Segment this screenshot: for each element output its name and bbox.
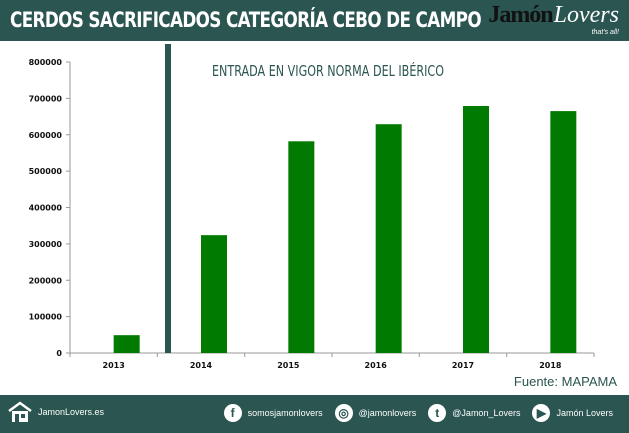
y-tick-label: 400000	[29, 204, 63, 213]
annotation-text: ENTRADA EN VIGOR NORMA DEL IBÉRICO	[212, 61, 444, 80]
website-link[interactable]: JamonLovers.es	[8, 401, 104, 423]
x-tick-label: 2016	[365, 361, 388, 370]
x-tick-label: 2014	[190, 361, 213, 370]
source-note: Fuente: MAPAMA	[513, 374, 617, 389]
website-label: JamonLovers.es	[38, 407, 105, 417]
y-tick-label: 500000	[29, 167, 63, 176]
bar-2017	[463, 106, 489, 353]
header-bar: CERDOS SACRIFICADOS CATEGORÍA CEBO DE CA…	[0, 0, 629, 41]
chart-title: CERDOS SACRIFICADOS CATEGORÍA CEBO DE CA…	[10, 8, 482, 32]
y-tick-label: 0	[56, 349, 62, 358]
youtube-label: Jamón Lovers	[556, 408, 613, 418]
bar-2018	[550, 111, 577, 353]
y-tick-label: 300000	[29, 240, 63, 249]
footer-bar: JamonLovers.es f somosjamonlovers ◎ @jam…	[0, 395, 629, 433]
logo-main: Jamón	[488, 2, 553, 28]
x-tick-label: 2013	[103, 361, 125, 370]
twitter-label: @Jamon_Lovers	[452, 408, 521, 418]
logo-tagline: that's all!	[591, 29, 619, 36]
y-tick-label: 200000	[29, 276, 63, 285]
twitter-link[interactable]: t @Jamon_Lovers	[428, 404, 520, 422]
logo-wordmark: Jamón Lovers	[488, 2, 619, 28]
instagram-link[interactable]: ◎ @jamonlovers	[334, 404, 417, 422]
policy-change-marker	[165, 44, 171, 353]
y-tick-label: 600000	[29, 131, 63, 140]
jamonlovers-logo: Jamón Lovers that's all!	[488, 2, 619, 37]
instagram-label: @jamonlovers	[358, 408, 417, 418]
bar-chart: 0 100000 200000 300000 400000 500000 600000 700…	[29, 44, 595, 370]
x-tick-label: 2015	[277, 361, 300, 370]
bar-2013	[113, 335, 140, 353]
youtube-icon: ▶	[532, 404, 551, 422]
x-tick-label: 2018	[539, 361, 562, 370]
home-icon	[8, 401, 32, 422]
bar-2014	[201, 235, 227, 353]
twitter-icon: t	[428, 404, 447, 422]
facebook-link[interactable]: f somosjamonlovers	[223, 404, 323, 422]
logo-accent: Lovers	[553, 2, 619, 28]
youtube-link[interactable]: ▶ Jamón Lovers	[532, 404, 613, 422]
y-tick-label: 800000	[29, 58, 63, 67]
instagram-icon: ◎	[334, 404, 353, 422]
bar-2016	[375, 124, 402, 353]
facebook-icon: f	[223, 404, 242, 422]
x-tick-label: 2017	[452, 361, 474, 370]
y-tick-label: 700000	[29, 94, 63, 103]
y-tick-label: 100000	[29, 313, 63, 322]
social-links: f somosjamonlovers ◎ @jamonlovers t @Jam…	[223, 404, 613, 422]
bar-2015	[288, 141, 315, 353]
facebook-label: somosjamonlovers	[247, 408, 323, 418]
